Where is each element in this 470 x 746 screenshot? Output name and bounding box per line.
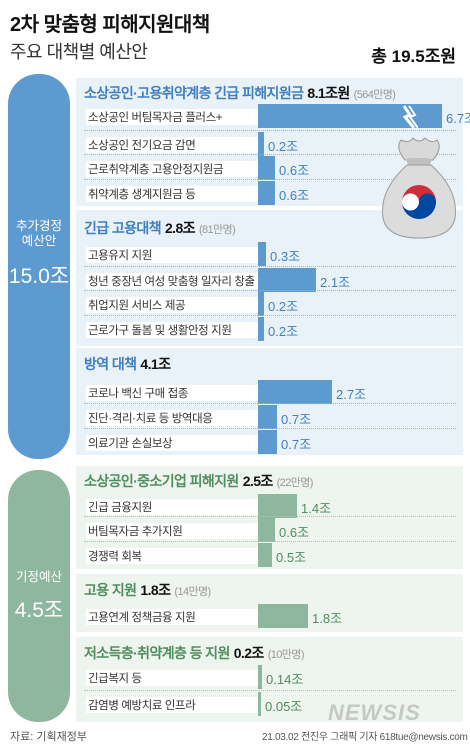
section-name: 긴급 고용대책 xyxy=(84,220,162,236)
bar-value-label: 2.1조 xyxy=(320,275,351,290)
page-title: 2차 맞춤형 피해지원대책 xyxy=(10,14,210,36)
bar-label: 청년 중장년 여성 맞춤형 일자리 창출 xyxy=(86,273,260,289)
row-divider xyxy=(84,315,456,316)
bar-value-label: 0.14조 xyxy=(266,672,304,687)
row-divider xyxy=(84,290,456,291)
bar-label: 코로나 백신 구매 접종 xyxy=(86,385,260,401)
bar-value-label: 0.5조 xyxy=(276,550,307,565)
bar xyxy=(258,181,275,205)
bar-label: 취약계층 생계지원금 등 xyxy=(86,186,260,202)
row-divider xyxy=(84,690,456,691)
bar xyxy=(258,132,264,156)
bar-value-label: 0.7조 xyxy=(281,412,312,427)
bar-value-label: 1.4조 xyxy=(301,501,332,516)
section-title: 긴급 고용대책 2.8조 (81만명) xyxy=(84,218,236,238)
bar-label: 버팀목자금 추가지원 xyxy=(86,523,260,539)
section-title: 소상공인·중소기업 피해지원 2.5조 (22만명) xyxy=(84,471,313,491)
section-title: 방역 대책 4.1조 xyxy=(84,354,171,374)
section-title: 소상공인·고용취약계층 긴급 피해지원금 8.1조원 (564만명) xyxy=(84,83,396,103)
newsis-watermark: NEWSIS xyxy=(328,700,421,725)
section-amount: 2.5조 xyxy=(242,473,274,489)
section-people: (14만명) xyxy=(174,586,211,598)
section-amount: 0.2조 xyxy=(233,645,265,661)
section-name: 소상공인·중소기업 피해지원 xyxy=(84,473,239,489)
row-divider xyxy=(84,266,456,267)
bar-value-label: 1.8조 xyxy=(312,611,343,626)
row-divider xyxy=(84,403,456,404)
bar xyxy=(258,317,264,341)
bar xyxy=(258,292,264,316)
bar xyxy=(258,543,272,567)
bar-value-label: 0.3조 xyxy=(270,249,301,264)
section-people: (81만명) xyxy=(198,224,236,236)
bar-label: 진단·격리·치료 등 방역대응 xyxy=(86,410,260,426)
section-amount: 8.1조원 xyxy=(307,85,350,101)
credit-note: 21.03.02 전진우 그래픽 기자 618tue@newsis.com xyxy=(262,732,468,743)
group-extra-label-text: 추가경정 예산안 xyxy=(15,219,62,248)
bar-value-label: 0.2조 xyxy=(268,299,299,314)
section-people: (10만명) xyxy=(267,649,305,661)
section-name: 저소득층·취약계층 등 지원 xyxy=(84,645,230,661)
row-divider xyxy=(84,516,456,517)
bar-value-label: 6.7조 xyxy=(446,111,470,126)
bar xyxy=(258,430,277,454)
bar xyxy=(258,665,262,689)
row-divider xyxy=(84,428,456,429)
bar-value-label: 0.6조 xyxy=(279,525,310,540)
section-amount: 2.8조 xyxy=(164,220,196,236)
bar-label: 취업지원 서비스 제공 xyxy=(86,297,260,313)
bar-label: 고용연계 정책금융 지원 xyxy=(86,609,260,625)
section-people: (22만명) xyxy=(276,477,314,489)
source-note: 자료: 기획재정부 xyxy=(10,731,87,743)
bar-value-label: 0.6조 xyxy=(279,163,310,178)
bar-label: 경쟁력 회복 xyxy=(86,548,260,564)
bar xyxy=(258,380,332,404)
bar-value-label: 0.2조 xyxy=(268,139,299,154)
section-people: (564만명) xyxy=(353,89,396,101)
bar xyxy=(258,242,266,266)
bar-value-label: 0.7조 xyxy=(281,437,312,452)
bar-label: 근로가구 돌봄 및 생활안정 지원 xyxy=(86,322,260,338)
bar-value-label: 0.2조 xyxy=(268,324,299,339)
row-divider xyxy=(84,541,456,542)
group-extra-label: 추가경정 예산안 xyxy=(8,219,70,249)
page-subtitle: 주요 대책별 예산안 xyxy=(10,42,148,62)
total-budget: 총 19.5조원 xyxy=(371,47,456,66)
bar-label: 소상공인 전기요금 감면 xyxy=(86,137,260,153)
group-extra-budget: 추가경정 예산안 15.0조 xyxy=(8,74,70,459)
section-name: 소상공인·고용취약계층 긴급 피해지원금 xyxy=(84,85,304,101)
bar-value-label: 0.05조 xyxy=(265,699,303,714)
bar-value-label: 0.6조 xyxy=(279,188,310,203)
section-name: 방역 대책 xyxy=(84,356,137,372)
bar-label: 소상공인 버팀목자금 플러스+ xyxy=(86,109,260,125)
group-regular-value: 4.5조 xyxy=(14,599,64,622)
bar-label: 의료기관 손실보상 xyxy=(86,435,260,451)
bar xyxy=(258,268,316,292)
bar xyxy=(258,692,261,716)
row-divider xyxy=(84,130,456,131)
axis-break-icon xyxy=(402,105,418,129)
bar xyxy=(258,405,277,429)
money-bag-icon xyxy=(382,137,456,239)
group-regular-budget: 기정예산 4.5조 xyxy=(8,470,70,722)
group-extra-value: 15.0조 xyxy=(8,265,70,288)
section-amount: 4.1조 xyxy=(140,356,171,372)
section-amount: 1.8조 xyxy=(140,582,171,598)
section-title: 저소득층·취약계층 등 지원 0.2조 (10만명) xyxy=(84,643,304,663)
bar-label: 긴급 금융지원 xyxy=(86,499,260,515)
row-divider xyxy=(84,154,456,155)
bar-label: 근로취약계층 고용안정지원금 xyxy=(86,161,260,177)
bar-label: 감염병 예방치료 인프라 xyxy=(86,697,260,713)
bar xyxy=(258,518,275,542)
bar-label: 고용유지 지원 xyxy=(86,247,260,263)
row-divider xyxy=(84,179,456,180)
bar xyxy=(258,494,297,518)
section-name: 고용 지원 xyxy=(84,582,137,598)
bar xyxy=(258,156,275,180)
group-regular-label: 기정예산 xyxy=(15,570,62,584)
bar-value-label: 2.7조 xyxy=(336,387,367,402)
bar-label: 긴급복지 등 xyxy=(86,670,260,686)
bar xyxy=(258,604,308,628)
section-title: 고용 지원 1.8조 (14만명) xyxy=(84,580,211,600)
